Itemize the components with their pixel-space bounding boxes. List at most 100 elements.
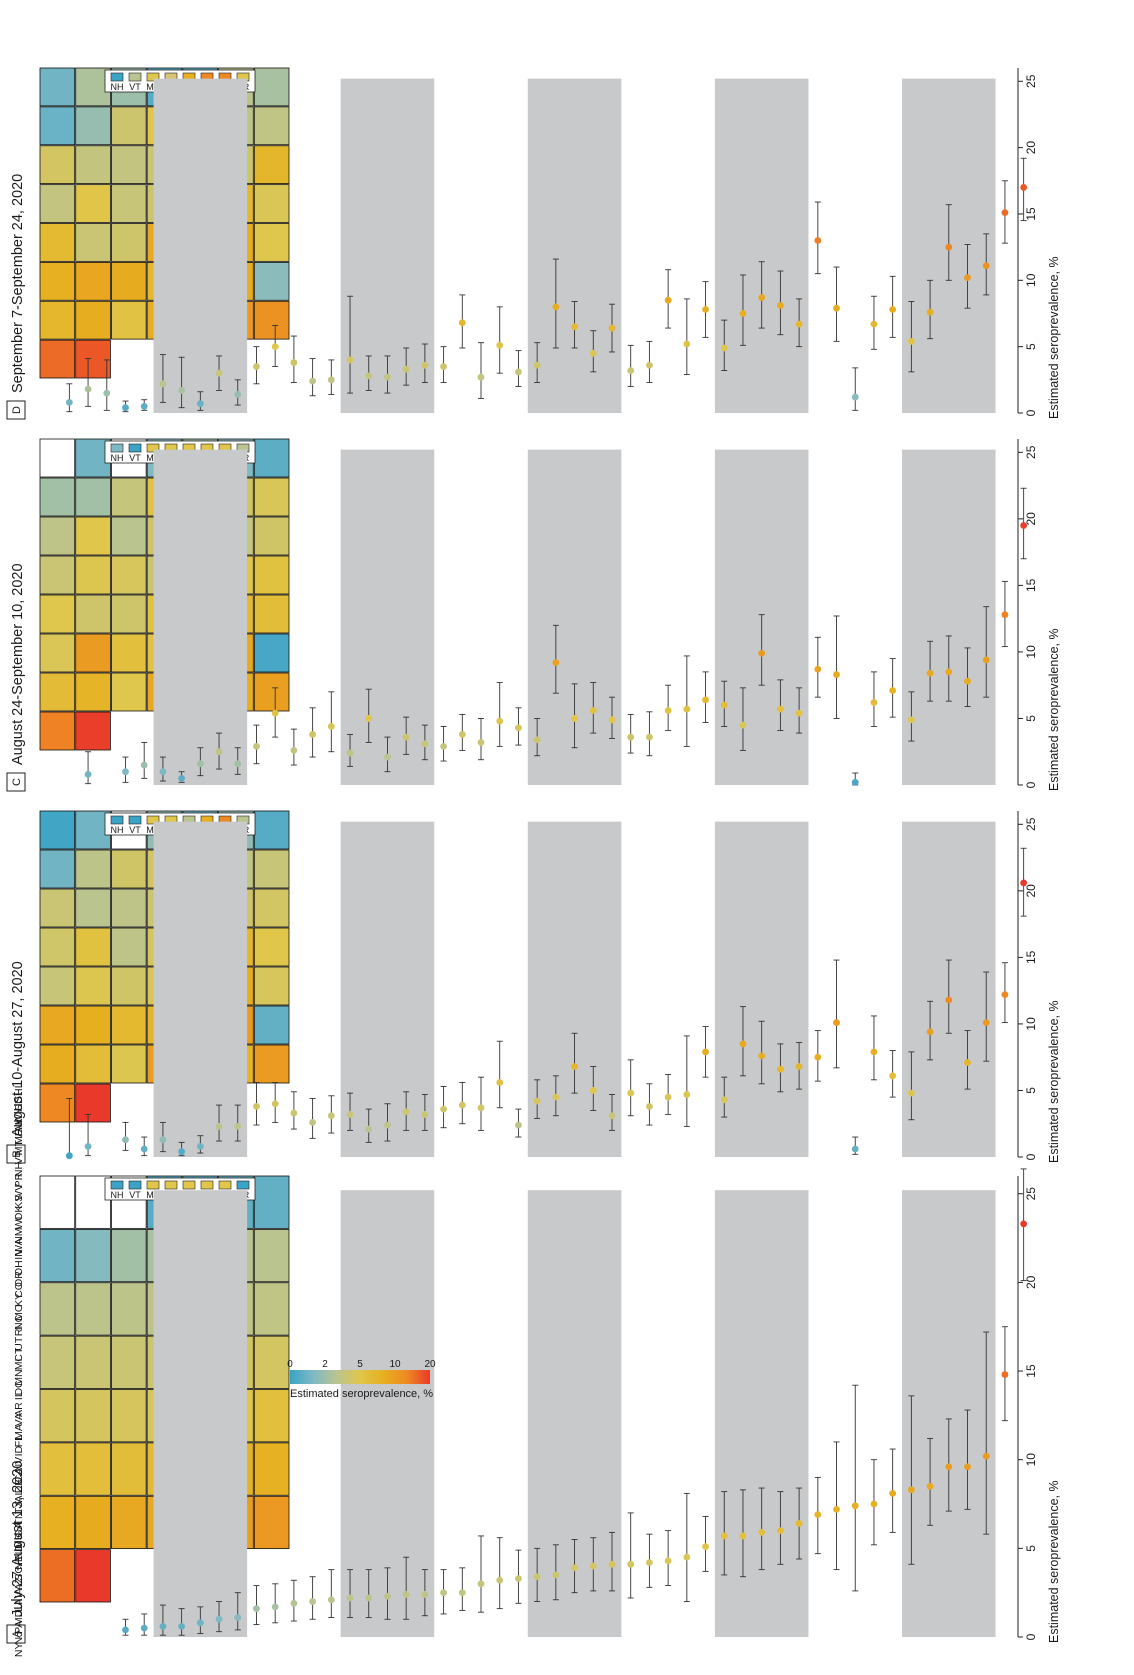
inset-swatch [146, 815, 160, 825]
state-label: MN [13, 1369, 25, 1385]
data-point [646, 733, 653, 741]
data-point [496, 1576, 504, 1584]
data-point [515, 1575, 522, 1582]
data-point [926, 308, 934, 316]
panel-d-header: D September 7-September 24, 2020 [6, 174, 26, 420]
map-state-region [253, 672, 290, 712]
data-point [646, 1103, 653, 1110]
data-point [571, 1063, 578, 1070]
map-state-region [111, 888, 147, 928]
data-point [253, 1103, 260, 1110]
inset-swatch [110, 815, 124, 825]
data-point [739, 310, 747, 317]
data-point [982, 656, 990, 664]
map-state-region [39, 810, 76, 850]
data-point [402, 365, 410, 373]
map-state-region [111, 849, 147, 889]
map-state-region [39, 438, 76, 478]
map-state-region [39, 849, 76, 889]
value-axis-tick-label: 5 [1024, 343, 1038, 350]
inset-state-label: MA [146, 453, 160, 463]
data-point [140, 1624, 148, 1632]
data-point [196, 760, 204, 768]
map-state-region [111, 1495, 147, 1550]
data-point [589, 1087, 597, 1094]
panel-b-dot-plot: 0 5 10 15 20 25 Estimated seroprevalence, % [65, 811, 1061, 1163]
map-state-region [75, 594, 111, 634]
map-state-region [75, 1282, 111, 1336]
data-point [178, 774, 186, 782]
map-state-region [39, 339, 76, 379]
data-point [515, 368, 522, 376]
data-point [720, 701, 728, 709]
inset-state-label: VT [129, 1190, 141, 1200]
data-point [1001, 1371, 1009, 1378]
value-axis-tick-label: 10 [1024, 1017, 1038, 1031]
data-point [646, 1559, 653, 1566]
map-state-region [39, 1044, 76, 1084]
data-point [776, 302, 784, 309]
data-point [402, 1108, 410, 1116]
data-point [683, 340, 691, 348]
map-state-region [111, 145, 147, 185]
value-axis-tick-label: 20 [1024, 1275, 1038, 1289]
map-state-region [39, 67, 76, 107]
data-point [889, 306, 897, 313]
state-label: MS [13, 1533, 25, 1549]
state-label: CO [13, 1282, 25, 1298]
data-point [421, 361, 429, 369]
data-point [571, 323, 578, 331]
data-point [384, 1121, 391, 1129]
data-point [271, 709, 279, 717]
value-axis-tick-label: 25 [1024, 817, 1038, 831]
map-state-region [111, 966, 147, 1006]
state-label: OR [13, 1271, 25, 1287]
value-axis-label: Estimated seroprevalence, % [1047, 628, 1061, 791]
data-point [196, 1142, 204, 1150]
data-point [234, 391, 242, 398]
row-band [153, 1190, 248, 1637]
data-point [627, 733, 635, 741]
map-state-region [111, 633, 147, 673]
data-point [683, 1553, 691, 1561]
data-point [739, 721, 747, 729]
map-state-region [75, 223, 111, 262]
inset-state-label: NH [111, 825, 124, 835]
inset-swatch [128, 1180, 142, 1190]
data-point [683, 1091, 691, 1098]
map-state-region [75, 849, 111, 889]
map-state-region [39, 516, 76, 556]
value-axis-label: Estimated seroprevalence, % [1047, 1000, 1061, 1163]
data-point [458, 1101, 466, 1109]
data-point [196, 1619, 204, 1627]
data-point [140, 402, 148, 410]
panel-letter-box [6, 772, 26, 792]
state-label: IA [13, 1588, 25, 1598]
map-state-region [111, 1335, 147, 1389]
data-point [402, 733, 410, 741]
data-point [664, 1093, 672, 1101]
panel-c-header: C August 24-September 10, 2020 [6, 563, 26, 792]
data-point [84, 1142, 92, 1150]
panel-letter: A [11, 1630, 23, 1638]
row-band [340, 1190, 435, 1637]
map-state-region [253, 223, 290, 262]
state-label: NV [13, 1457, 25, 1472]
state-label: NH [13, 1162, 25, 1177]
map-state-region [39, 672, 76, 712]
data-point [458, 1589, 466, 1597]
data-point [159, 768, 167, 776]
map-state-region [39, 888, 76, 928]
data-point [571, 715, 578, 722]
map-state-region [111, 184, 147, 223]
map-state-region [111, 477, 147, 517]
data-point [290, 359, 298, 366]
data-point [477, 739, 485, 746]
state-label: ID [13, 1446, 25, 1457]
panel-a-header: A July 27-August 13, 2020 [6, 1461, 26, 1644]
state-label: LA [13, 1599, 25, 1612]
state-label: WV [13, 1184, 25, 1201]
